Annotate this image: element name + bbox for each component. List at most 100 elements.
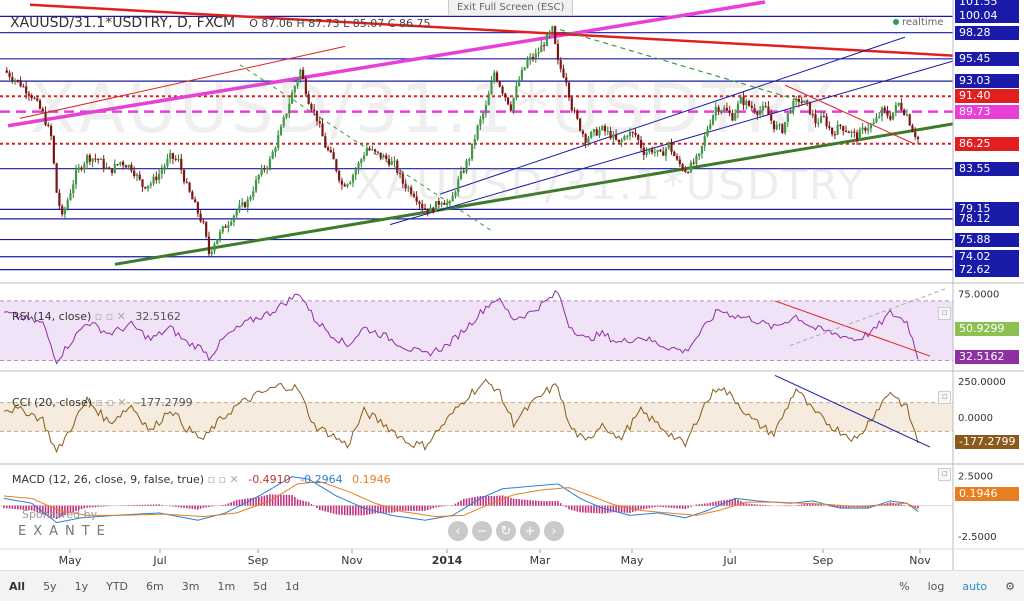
candle-body — [889, 115, 892, 120]
candle-body — [808, 101, 812, 115]
rsi-legend: RSI (14, close) ▫ ▫ ✕ 32.5162 — [12, 310, 181, 323]
candle-body — [163, 166, 166, 170]
pane-maximize-icon[interactable]: ▫ — [938, 307, 951, 320]
rsi-title[interactable]: RSI (14, close) — [12, 310, 92, 323]
range-button-1y[interactable]: 1y — [74, 579, 89, 593]
reset-icon[interactable]: ↻ — [496, 521, 516, 541]
rsi-settings-icon[interactable]: ▫ ▫ ✕ — [94, 310, 126, 323]
range-button-1d[interactable]: 1d — [285, 579, 300, 593]
percent-toggle[interactable]: % — [899, 579, 910, 593]
scroll-left-icon[interactable]: ‹ — [448, 521, 468, 541]
candle-body — [432, 207, 435, 212]
candle-body — [396, 160, 399, 173]
candle-body — [858, 129, 861, 141]
candle-body — [376, 151, 380, 153]
candle-body — [99, 158, 103, 160]
candle-body — [853, 131, 856, 133]
settings-gear-icon[interactable]: ⚙ — [1005, 579, 1015, 593]
candle-body — [468, 159, 471, 161]
cci-title[interactable]: CCI (20, close) — [12, 396, 93, 409]
candle-body — [318, 121, 321, 124]
candle-body — [578, 118, 582, 131]
candle-body — [285, 113, 288, 118]
zoom-out-icon[interactable]: − — [472, 521, 492, 541]
candle-body — [565, 77, 568, 83]
candle-body — [506, 97, 510, 105]
candle-body — [903, 109, 906, 115]
scroll-right-icon[interactable]: › — [544, 521, 564, 541]
candle-body — [587, 138, 590, 143]
candle-body — [282, 117, 285, 127]
candle-body — [792, 100, 795, 112]
pane-maximize-icon[interactable]: ▫ — [938, 391, 951, 404]
symbol-title[interactable]: XAUUSD/31.1*USDTRY, D, FXCM — [10, 15, 236, 31]
macd-settings-icon[interactable]: ▫ ▫ ✕ — [207, 473, 239, 486]
range-button-5y[interactable]: 5y — [43, 579, 57, 593]
candle-body — [465, 160, 468, 172]
candle-body — [221, 226, 224, 232]
candle-body — [446, 202, 449, 205]
range-button-1m[interactable]: 1m — [217, 579, 236, 593]
candle-body — [484, 105, 488, 114]
candle-body — [423, 208, 427, 210]
range-button-5d[interactable]: 5d — [253, 579, 268, 593]
candle-body — [803, 100, 806, 103]
range-button-ytd[interactable]: YTD — [106, 579, 129, 593]
candle-body — [58, 192, 61, 206]
candle-body — [551, 26, 554, 32]
candle-body — [573, 110, 576, 112]
candle-body — [711, 115, 715, 125]
macd-title[interactable]: MACD (12, 26, close, 9, false, true) — [12, 473, 205, 486]
candle-body — [714, 107, 717, 116]
candle-body — [434, 201, 438, 212]
chart-canvas[interactable]: 75.0000 250.0000 0.0000 2.5000 -2.5000 May Ju… — [0, 0, 1024, 570]
candle-body — [476, 125, 479, 140]
range-button-6m[interactable]: 6m — [146, 579, 164, 593]
candle-body — [844, 130, 848, 132]
candle-body — [288, 103, 291, 114]
candle-body — [30, 95, 33, 98]
time-axis-tick: 2014 — [432, 554, 463, 567]
candle-body — [778, 124, 781, 126]
candle-body — [329, 149, 332, 153]
candle-body — [515, 85, 518, 98]
candle-body — [346, 184, 349, 187]
candle-body — [55, 163, 58, 193]
rsi-series — [3, 290, 919, 365]
candle-body — [19, 80, 22, 87]
candle-body — [817, 122, 820, 124]
price-label: 72.62 — [955, 262, 1019, 277]
log-toggle[interactable]: log — [927, 579, 945, 593]
candle-body — [385, 155, 388, 160]
candle-body — [390, 161, 393, 165]
exit-fullscreen-button[interactable]: Exit Full Screen (ESC) — [448, 0, 574, 16]
range-button-3m[interactable]: 3m — [181, 579, 200, 593]
candle-body — [210, 251, 213, 254]
candle-body — [8, 72, 11, 77]
time-axis-tick: Mar — [530, 554, 551, 567]
candle-body — [905, 114, 909, 116]
pane-maximize-icon[interactable]: ▫ — [938, 468, 951, 481]
candle-body — [518, 79, 521, 86]
candle-body — [681, 164, 684, 170]
candle-body — [49, 125, 53, 136]
zoom-in-icon[interactable]: + — [520, 521, 540, 541]
candle-body — [349, 182, 352, 185]
magenta-trendline — [7, 0, 766, 128]
candle-body — [800, 101, 803, 103]
candle-body — [581, 130, 584, 134]
candle-body — [443, 202, 446, 205]
range-button-all[interactable]: All — [9, 579, 26, 593]
sponsor-logo[interactable]: EXANTE — [18, 524, 112, 539]
candle-body — [833, 134, 837, 136]
auto-scale-toggle[interactable]: auto — [962, 579, 988, 593]
candle-body — [781, 124, 784, 134]
candle-body — [689, 162, 692, 173]
cci-settings-icon[interactable]: ▫ ▫ ✕ — [95, 396, 127, 409]
red-thin-line — [19, 45, 346, 119]
price-label: 98.28 — [955, 25, 1019, 40]
price-pane — [0, 0, 953, 271]
candle-body — [121, 161, 125, 166]
candle-body — [224, 226, 227, 228]
candle-body — [523, 67, 526, 71]
